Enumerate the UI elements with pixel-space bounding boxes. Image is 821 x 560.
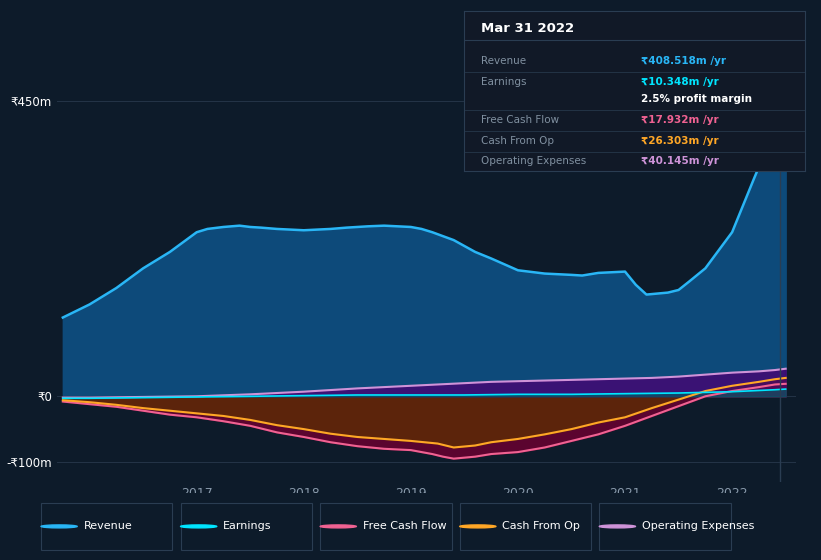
Text: ₹26.303m /yr: ₹26.303m /yr [641,136,718,146]
Text: Earnings: Earnings [481,77,526,87]
Circle shape [320,525,356,528]
Bar [41,503,172,550]
Text: Cash From Op: Cash From Op [481,136,554,146]
Text: Revenue: Revenue [481,56,526,66]
Text: Mar 31 2022: Mar 31 2022 [481,22,574,35]
Text: Free Cash Flow: Free Cash Flow [363,521,447,531]
Circle shape [460,525,496,528]
Bar [460,503,591,550]
Circle shape [181,525,217,528]
Bar [181,503,312,550]
Circle shape [41,525,77,528]
Text: Operating Expenses: Operating Expenses [642,521,754,531]
Text: 2.5% profit margin: 2.5% profit margin [641,94,752,104]
Text: Free Cash Flow: Free Cash Flow [481,115,559,125]
Bar [599,503,731,550]
Text: ₹10.348m /yr: ₹10.348m /yr [641,77,719,87]
Text: ₹17.932m /yr: ₹17.932m /yr [641,115,718,125]
Circle shape [599,525,635,528]
Text: Cash From Op: Cash From Op [502,521,580,531]
Text: Revenue: Revenue [84,521,132,531]
Bar [320,503,452,550]
Text: ₹408.518m /yr: ₹408.518m /yr [641,56,726,66]
Text: Operating Expenses: Operating Expenses [481,156,586,166]
Text: ₹40.145m /yr: ₹40.145m /yr [641,156,719,166]
Text: Earnings: Earnings [223,521,272,531]
